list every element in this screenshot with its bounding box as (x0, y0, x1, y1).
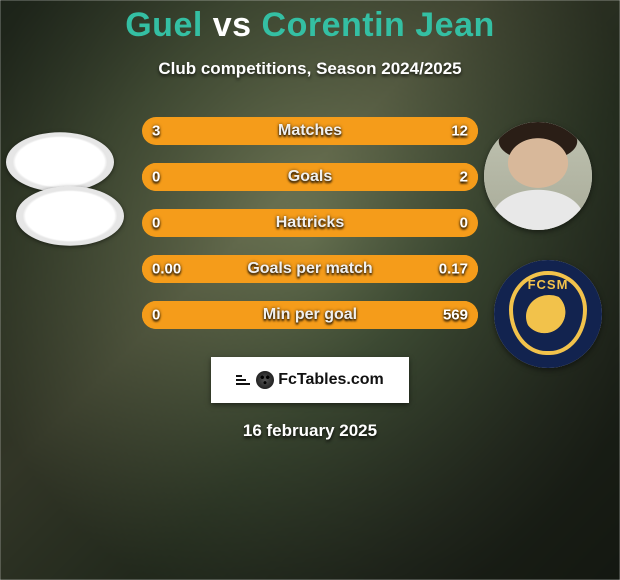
date-label: 16 february 2025 (243, 421, 377, 441)
stat-bar: 0.00Goals per match0.17 (142, 255, 478, 283)
title-player-right: Corentin Jean (262, 6, 495, 44)
watermark-text: FcTables.com (278, 371, 384, 389)
stat-value-right: 569 (443, 307, 468, 324)
stat-bar: 3Matches12 (142, 117, 478, 145)
stat-bar: 0Hattricks0 (142, 209, 478, 237)
stat-bars: 3Matches120Goals20Hattricks00.00Goals pe… (142, 117, 478, 329)
club-badge-icon: FCSM (494, 260, 602, 368)
stat-bar: 0Goals2 (142, 163, 478, 191)
stat-label: Goals per match (142, 260, 478, 278)
stat-label: Min per goal (142, 306, 478, 324)
stat-bar: 0Min per goal569 (142, 301, 478, 329)
watermark[interactable]: FcTables.com (211, 357, 409, 403)
title-player-left: Guel (125, 6, 203, 44)
signal-icon (236, 375, 250, 385)
club-badge-code: FCSM (494, 277, 602, 292)
left-club-badge (16, 186, 124, 245)
stat-label: Matches (142, 122, 478, 140)
stat-label: Goals (142, 168, 478, 186)
player-photo-icon (484, 122, 592, 230)
title-vs: vs (213, 6, 252, 44)
stat-label: Hattricks (142, 214, 478, 232)
right-player-avatar (484, 122, 592, 230)
stat-value-right: 12 (451, 123, 468, 140)
right-club-badge: FCSM (494, 260, 602, 368)
left-player-avatar (6, 132, 114, 191)
stat-value-right: 0.17 (439, 261, 468, 278)
fctables-logo: FcTables.com (236, 371, 384, 389)
subtitle: Club competitions, Season 2024/2025 (158, 59, 461, 79)
soccer-ball-icon (256, 371, 274, 389)
comparison-card: Guel vs Corentin Jean Club competitions,… (0, 0, 620, 580)
page-title: Guel vs Corentin Jean (125, 6, 495, 45)
stat-value-right: 0 (460, 215, 468, 232)
stat-value-right: 2 (460, 169, 468, 186)
